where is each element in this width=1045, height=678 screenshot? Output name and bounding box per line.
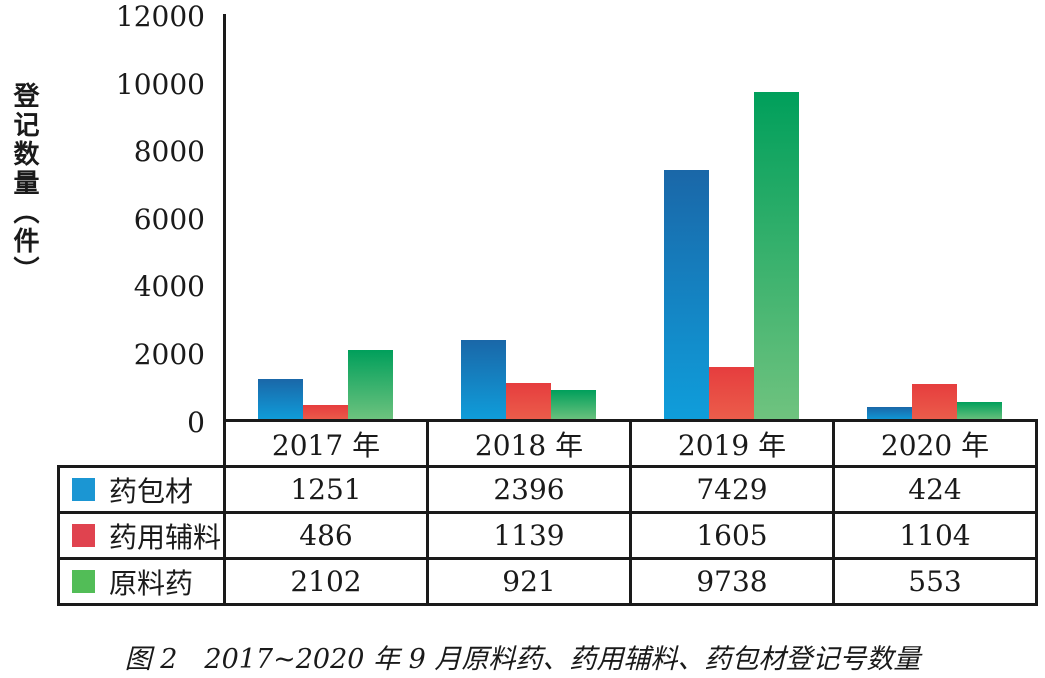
- value-packaging-2019: 7429: [629, 465, 835, 514]
- bar-api-2018: [550, 390, 596, 421]
- y-tick-10000: 10000: [115, 68, 205, 101]
- value-packaging-2020: 424: [832, 465, 1038, 514]
- year-header-row: 2017 年 2018 年 2019 年 2020 年: [59, 419, 1038, 468]
- value-api-2018: 921: [426, 557, 632, 606]
- bar-group-2020: [833, 16, 1035, 421]
- bar-api-2020: [956, 402, 1002, 421]
- y-tick-0: 0: [187, 406, 205, 439]
- year-header-2020: 2020 年: [832, 419, 1038, 468]
- bar-excipients-2020: [911, 384, 957, 421]
- y-tick-4000: 4000: [133, 270, 205, 303]
- bar-packaging-2020: [866, 407, 912, 421]
- y-tick-6000: 6000: [133, 203, 205, 236]
- y-axis-line: [223, 14, 226, 467]
- value-excipients-2019: 1605: [629, 511, 835, 560]
- bar-group-2019: [630, 16, 832, 421]
- legend-cell-api: 原料药: [57, 557, 226, 606]
- bar-group-2018: [427, 16, 629, 421]
- year-header-2019: 2019 年: [629, 419, 835, 468]
- bar-api-2017: [347, 350, 393, 421]
- legend-swatch-red-icon: [72, 524, 95, 547]
- table-row-api: 原料药 2102 921 9738 553: [57, 557, 1038, 606]
- year-header-2018: 2018 年: [426, 419, 632, 468]
- y-tick-2000: 2000: [133, 338, 205, 371]
- bar-api-2019: [753, 92, 799, 421]
- y-tick-12000: 12000: [115, 0, 205, 33]
- y-tick-8000: 8000: [133, 135, 205, 168]
- value-api-2020: 553: [832, 557, 1038, 606]
- bar-excipients-2018: [505, 383, 551, 421]
- bar-group-2017: [224, 16, 426, 421]
- legend-swatch-blue-icon: [72, 478, 95, 501]
- table-corner-blank: [59, 421, 225, 467]
- table-row-packaging: 药包材 1251 2396 7429 424: [57, 465, 1038, 514]
- value-packaging-2017: 1251: [223, 465, 429, 514]
- value-excipients-2018: 1139: [426, 511, 632, 560]
- series-label-excipients: 药用辅料: [109, 520, 222, 554]
- table-row-excipients: 药用辅料 486 1139 1605 1104: [57, 511, 1038, 560]
- bar-excipients-2019: [708, 367, 754, 421]
- value-api-2019: 9738: [629, 557, 835, 606]
- figure-caption: 图 2 2017~2020 年 9 月原料药、药用辅料、药包材登记号数量: [124, 644, 921, 675]
- series-label-packaging: 药包材: [109, 474, 194, 508]
- bar-excipients-2017: [302, 405, 348, 421]
- series-label-api: 原料药: [109, 566, 194, 600]
- value-excipients-2020: 1104: [832, 511, 1038, 560]
- year-header-2017: 2017 年: [223, 419, 429, 468]
- legend-cell-excipients: 药用辅料: [57, 511, 226, 560]
- value-excipients-2017: 486: [223, 511, 429, 560]
- data-table: 2017 年 2018 年 2019 年 2020 年 药包材 1251 239…: [57, 419, 1038, 606]
- value-packaging-2018: 2396: [426, 465, 632, 514]
- legend-swatch-green-icon: [72, 570, 95, 593]
- value-api-2017: 2102: [223, 557, 429, 606]
- y-axis-title: 登记数量（件）: [9, 82, 39, 285]
- bar-packaging-2018: [460, 340, 506, 421]
- bar-packaging-2019: [663, 170, 709, 421]
- bar-packaging-2017: [257, 379, 303, 421]
- legend-cell-packaging: 药包材: [57, 465, 226, 514]
